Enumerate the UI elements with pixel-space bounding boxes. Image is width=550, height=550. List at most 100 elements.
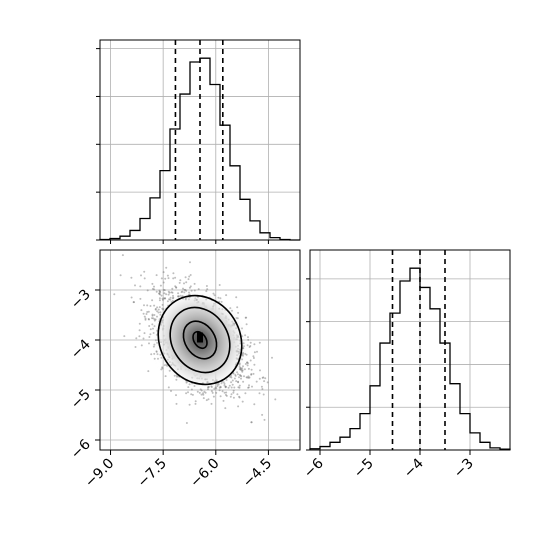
scatter-point	[232, 391, 235, 394]
y-tick-label: −3	[68, 287, 94, 313]
scatter-point	[205, 399, 208, 402]
scatter-point	[163, 289, 166, 292]
scatter-point	[133, 301, 135, 304]
scatter-point	[160, 356, 163, 359]
scatter-point	[184, 298, 187, 300]
scatter-point	[146, 289, 149, 292]
scatter-point	[241, 367, 244, 370]
x-tick-label: −4	[401, 455, 427, 481]
scatter-point	[242, 380, 245, 383]
scatter-point	[248, 346, 251, 348]
scatter-point	[238, 374, 241, 376]
scatter-point	[160, 368, 163, 371]
scatter-point	[159, 284, 162, 287]
scatter-point	[247, 375, 250, 378]
scatter-point	[207, 386, 210, 389]
scatter-point	[219, 297, 222, 300]
scatter-point	[181, 295, 184, 297]
scatter-point	[205, 285, 208, 287]
contour-0	[157, 294, 243, 386]
scatter-point	[241, 400, 244, 403]
scatter-point	[245, 316, 248, 319]
scatter-point	[207, 398, 210, 401]
scatter-point	[262, 393, 265, 396]
scatter-point	[213, 380, 216, 383]
scatter-point	[242, 347, 245, 350]
scatter-point	[236, 306, 239, 309]
contour-2	[182, 320, 218, 360]
scatter-point	[231, 309, 233, 312]
scatter-point	[190, 388, 193, 391]
scatter-point	[160, 294, 163, 297]
scatter-point	[163, 292, 166, 295]
scatter-point	[160, 277, 163, 280]
scatter-point	[166, 274, 169, 277]
scatter-point	[167, 277, 170, 280]
scatter-point	[143, 270, 146, 273]
scatter-point	[165, 293, 168, 296]
scatter-point	[185, 381, 188, 384]
scatter-point	[239, 374, 242, 377]
scatter-point	[156, 353, 159, 356]
scatter-point	[153, 314, 156, 316]
scatter-point	[161, 303, 164, 306]
scatter-point	[212, 395, 215, 398]
scatter-point	[153, 318, 156, 321]
scatter-point	[258, 377, 261, 380]
scatter-point	[169, 298, 172, 301]
scatter-point	[140, 344, 143, 347]
scatter-point	[159, 293, 161, 296]
scatter-point	[149, 328, 152, 331]
scatter-point	[236, 371, 239, 374]
scatter-point	[130, 296, 133, 299]
quantile-lines-param-1	[391, 250, 446, 450]
x-tick-label: −9.0	[82, 456, 117, 491]
scatter-point	[186, 380, 188, 383]
scatter-point	[240, 368, 243, 371]
scatter-point	[238, 363, 241, 366]
scatter-point	[232, 396, 235, 399]
scatter-point	[119, 274, 122, 277]
scatter-point	[139, 297, 142, 300]
scatter-point	[218, 389, 221, 392]
scatter-point	[244, 352, 247, 355]
scatter-point	[139, 285, 142, 288]
scatter-point	[211, 391, 214, 394]
scatter-point	[240, 375, 243, 378]
y-tick-label: −6	[68, 436, 94, 462]
scatter-point	[179, 279, 182, 282]
scatter-point	[170, 390, 172, 392]
scatter-point	[207, 388, 209, 391]
scatter-point	[182, 287, 184, 290]
scatter-point	[188, 383, 191, 386]
scatter-point	[224, 386, 227, 389]
scatter-point	[241, 353, 244, 356]
scatter-point	[161, 307, 164, 310]
scatter-point	[175, 378, 178, 381]
scatter-point	[238, 384, 241, 387]
scatter-point	[230, 376, 233, 379]
scatter-point	[238, 395, 241, 398]
scatter-point	[153, 352, 156, 355]
scatter-point	[210, 390, 213, 393]
scatter-point	[221, 390, 224, 393]
scatter-point	[225, 391, 228, 394]
scatter-point	[187, 386, 190, 389]
scatter-point	[148, 325, 151, 327]
scatter-point	[247, 362, 249, 365]
scatter-point	[246, 364, 249, 367]
scatter-point	[242, 347, 245, 350]
scatter-point	[152, 317, 155, 320]
scatter-point	[231, 383, 234, 386]
scatter-point	[263, 418, 266, 421]
scatter-point	[242, 342, 245, 345]
scatter-point	[184, 288, 187, 291]
scatter-point	[261, 413, 264, 416]
scatter-point	[167, 386, 170, 389]
scatter-point	[242, 351, 245, 354]
scatter-point	[161, 297, 164, 300]
scatter-point	[238, 365, 241, 368]
scatter-point	[181, 290, 184, 293]
scatter-point	[156, 341, 159, 344]
scatter-point	[247, 338, 250, 341]
